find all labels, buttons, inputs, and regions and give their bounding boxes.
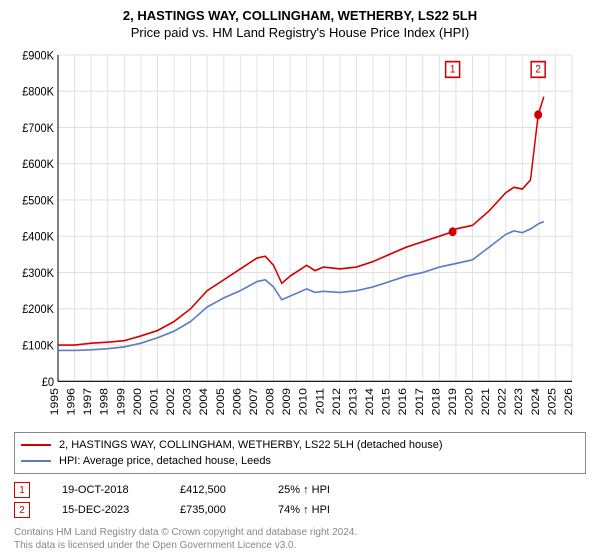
xtick-label: 2023	[513, 388, 525, 415]
title-block: 2, HASTINGS WAY, COLLINGHAM, WETHERBY, L…	[12, 8, 588, 40]
xtick-label: 2024	[529, 387, 541, 415]
data-point-hpi: 74% ↑ HPI	[278, 504, 330, 516]
license-text: Contains HM Land Registry data © Crown c…	[14, 526, 586, 552]
legend: 2, HASTINGS WAY, COLLINGHAM, WETHERBY, L…	[14, 432, 586, 474]
xtick-label: 2010	[297, 387, 309, 415]
legend-swatch	[21, 460, 51, 462]
legend-swatch	[21, 444, 51, 446]
xtick-label: 2018	[430, 388, 442, 415]
data-point-price: £412,500	[180, 484, 250, 496]
data-point-price: £735,000	[180, 504, 250, 516]
ytick-label: £900K	[22, 49, 54, 63]
ytick-label: £200K	[22, 303, 54, 317]
xtick-label: 2001	[148, 388, 160, 415]
chart-area: £0 £100K £200K £300K £400K £500K £600K £700K £80…	[12, 46, 588, 426]
xtick-label: 2008	[264, 388, 276, 415]
xtick-label: 2020	[463, 387, 475, 415]
xtick-label: 2004	[198, 387, 210, 415]
xtick-label: 2014	[364, 387, 376, 415]
legend-row: 2, HASTINGS WAY, COLLINGHAM, WETHERBY, L…	[21, 437, 579, 453]
xtick-label: 2009	[281, 388, 293, 415]
ytick-label: £300K	[22, 266, 54, 280]
xtick-label: 2007	[248, 388, 260, 415]
title-sub: Price paid vs. HM Land Registry's House …	[12, 25, 588, 40]
license-line: Contains HM Land Registry data © Crown c…	[14, 526, 586, 539]
ytick-label: £500K	[22, 194, 54, 208]
xtick-label: 1998	[98, 388, 110, 415]
xtick-label: 1997	[82, 388, 94, 415]
xtick-label: 2000	[131, 387, 143, 415]
xtick-label: 2006	[231, 388, 243, 415]
xtick-label: 2016	[397, 388, 409, 415]
ytick-label: £100K	[22, 339, 54, 353]
xtick-label: 2017	[413, 388, 425, 415]
xtick-label: 2002	[165, 388, 177, 415]
xtick-label: 2025	[546, 388, 558, 415]
sale-dot	[449, 227, 457, 236]
legend-label: 2, HASTINGS WAY, COLLINGHAM, WETHERBY, L…	[59, 439, 443, 451]
xtick-label: 2019	[447, 388, 459, 415]
ytick-label: £400K	[22, 230, 54, 244]
sale-dot	[534, 110, 542, 119]
data-point-row: 1 19-OCT-2018 £412,500 25% ↑ HPI	[14, 480, 586, 500]
xtick-label: 2005	[214, 388, 226, 415]
xtick-label: 1996	[65, 388, 77, 415]
xtick-label: 2022	[496, 388, 508, 415]
xtick-label: 2003	[181, 388, 193, 415]
sale-marker-num: 2	[535, 63, 541, 76]
ytick-label: £0	[42, 375, 55, 389]
chart-svg: £0 £100K £200K £300K £400K £500K £600K £700K £80…	[12, 46, 588, 426]
xtick-label: 2013	[347, 388, 359, 415]
ytick-label: £800K	[22, 85, 54, 99]
data-point-date: 15-DEC-2023	[62, 504, 152, 516]
legend-row: HPI: Average price, detached house, Leed…	[21, 453, 579, 469]
title-main: 2, HASTINGS WAY, COLLINGHAM, WETHERBY, L…	[12, 8, 588, 23]
ytick-label: £700K	[22, 121, 54, 135]
xtick-label: 2026	[563, 388, 575, 415]
xtick-label: 1995	[49, 388, 61, 415]
xtick-label: 2012	[330, 388, 342, 415]
data-point-rows: 1 19-OCT-2018 £412,500 25% ↑ HPI 2 15-DEC-202…	[14, 480, 586, 520]
legend-label: HPI: Average price, detached house, Leed…	[59, 455, 271, 467]
xtick-label: 1999	[115, 388, 127, 415]
data-point-date: 19-OCT-2018	[62, 484, 152, 496]
data-point-marker: 1	[14, 482, 30, 498]
sale-marker-num: 1	[450, 63, 456, 76]
xtick-label: 2011	[314, 388, 326, 414]
data-point-hpi: 25% ↑ HPI	[278, 484, 330, 496]
data-point-row: 2 15-DEC-2023 £735,000 74% ↑ HPI	[14, 500, 586, 520]
data-point-marker: 2	[14, 502, 30, 518]
chart-container: 2, HASTINGS WAY, COLLINGHAM, WETHERBY, L…	[0, 0, 600, 560]
ytick-label: £600K	[22, 158, 54, 172]
xtick-label: 2021	[480, 388, 492, 415]
xtick-label: 2015	[380, 388, 392, 415]
license-line: This data is licensed under the Open Gov…	[14, 539, 586, 552]
